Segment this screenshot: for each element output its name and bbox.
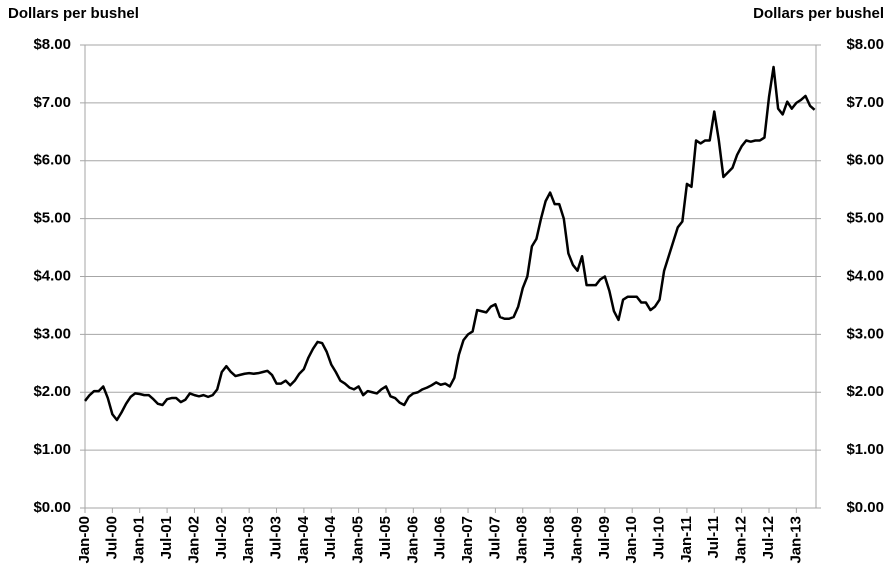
x-tick-label: Jan-01: [131, 516, 148, 564]
y-axis-title: Dollars per bushel: [8, 5, 139, 22]
y-tick-label: $7.00: [33, 94, 71, 111]
x-tick-label: Jan-05: [350, 516, 367, 564]
y-tick-label: $2.00: [33, 383, 71, 400]
x-tick-label: Jul-09: [596, 516, 613, 559]
y-tick-label: $5.00: [33, 210, 71, 227]
y2-tick-label: $0.00: [846, 499, 884, 516]
y2-tick-label: $8.00: [846, 36, 884, 53]
y2-tick-label: $4.00: [846, 267, 884, 284]
x-tick-label: Jul-01: [158, 516, 175, 559]
x-tick-label: Jul-00: [103, 516, 120, 559]
y-tick-label: $4.00: [33, 267, 71, 284]
x-tick-label: Jan-08: [514, 516, 531, 564]
x-tick-label: Jul-08: [541, 516, 558, 559]
x-tick-label: Jul-10: [651, 516, 668, 559]
x-tick-label: Jan-11: [678, 516, 695, 563]
x-tick-label: Jul-06: [432, 516, 449, 559]
x-tick-label: Jul-11: [705, 516, 722, 559]
y2-axis-title: Dollars per bushel: [753, 5, 884, 22]
y-tick-label: $6.00: [33, 152, 71, 169]
x-tick-label: Jan-12: [733, 516, 750, 564]
y-tick-label: $0.00: [33, 499, 71, 516]
x-tick-label: Jul-12: [760, 516, 777, 559]
y2-tick-label: $2.00: [846, 383, 884, 400]
price-line: [84, 65, 816, 422]
x-tick-label: Jan-13: [787, 516, 804, 564]
x-tick-label: Jan-04: [295, 515, 312, 563]
y-tick-label: $3.00: [33, 325, 71, 342]
x-tick-label: Jan-06: [404, 516, 421, 564]
y2-tick-label: $7.00: [846, 94, 884, 111]
x-tick-label: Jul-07: [486, 516, 503, 559]
y2-tick-label: $1.00: [846, 441, 884, 458]
y2-tick-label: $6.00: [846, 152, 884, 169]
y2-tick-label: $3.00: [846, 325, 884, 342]
x-tick-label: Jan-09: [568, 516, 585, 564]
y-tick-label: $1.00: [33, 441, 71, 458]
x-tick-label: Jan-02: [185, 516, 202, 564]
x-tick-label: Jul-05: [377, 516, 394, 559]
x-tick-label: Jul-03: [267, 516, 284, 559]
y-tick-label: $8.00: [33, 36, 71, 53]
x-tick-label: Jul-04: [322, 515, 339, 559]
x-tick-label: Jan-07: [459, 516, 476, 564]
x-tick-label: Jan-00: [76, 516, 93, 564]
x-tick-label: Jan-03: [240, 516, 257, 564]
x-tick-label: Jan-10: [623, 516, 640, 564]
y2-tick-label: $5.00: [846, 210, 884, 227]
x-tick-label: Jul-02: [213, 516, 230, 559]
